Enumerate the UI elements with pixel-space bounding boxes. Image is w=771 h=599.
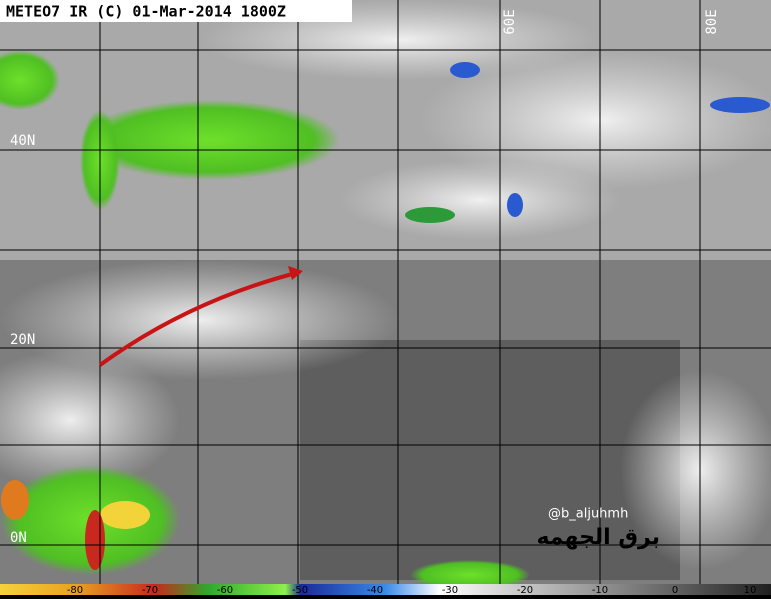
longitude-label: 80E <box>704 9 720 34</box>
watermark-signature: برق الجهمه <box>536 525 660 550</box>
colorbar-label: -80 <box>67 585 83 595</box>
colorbar-label: -10 <box>592 585 608 595</box>
latitude-label: 20N <box>10 332 35 348</box>
ocean-area <box>300 340 680 580</box>
latitude-label: 40N <box>10 133 35 149</box>
colorbar-label: -40 <box>367 585 383 595</box>
colorbar-label: 10 <box>744 585 757 595</box>
colorbar-label: -70 <box>142 585 158 595</box>
colorbar <box>0 584 771 595</box>
colorbar-label: -60 <box>217 585 233 595</box>
colorbar-label: -20 <box>517 585 533 595</box>
colorbar-label: 0 <box>672 585 678 595</box>
colorbar-label: -50 <box>292 585 308 595</box>
arrow <box>98 270 301 367</box>
longitude-label: 60E <box>502 9 518 34</box>
watermark-handle: @b_aljuhmh <box>548 507 628 522</box>
title: METEO7 IR (C) 01-Mar-2014 1800Z <box>6 3 286 21</box>
convection <box>0 50 770 590</box>
graticule <box>0 0 771 585</box>
arrow-head <box>288 266 303 280</box>
latitude-label: 0N <box>10 530 27 546</box>
title-box <box>0 0 352 22</box>
colorbar-label: -30 <box>442 585 458 595</box>
